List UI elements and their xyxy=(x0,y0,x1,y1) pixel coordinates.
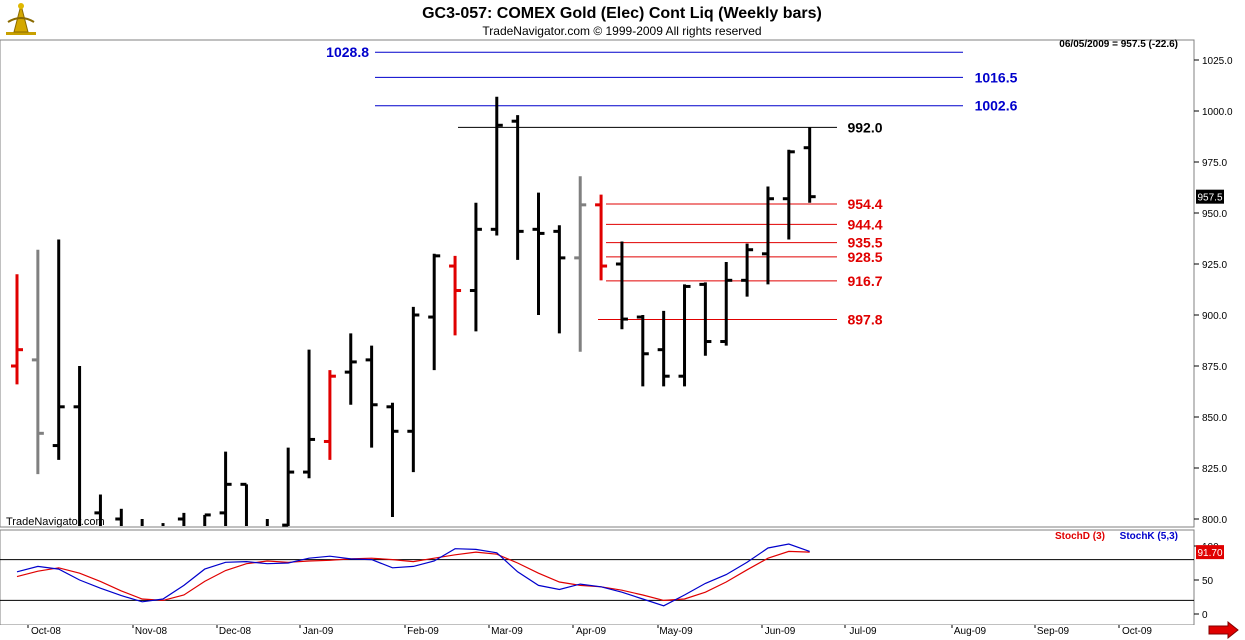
ohlc-bar xyxy=(449,255,462,336)
price-y-tick-label: 825.0 xyxy=(1202,464,1227,475)
price-y-tick-label: 975.0 xyxy=(1202,158,1227,169)
ohlc-bar xyxy=(323,370,336,460)
ohlc-bar xyxy=(678,284,691,387)
ohlc-bar xyxy=(741,243,754,297)
trade-navigator-logo-icon xyxy=(6,3,36,35)
ohlc-bar xyxy=(386,402,399,517)
price-y-axis: 1025.0 1000.0 975.0 950.0 925.0 900.0 875.0 850… xyxy=(1194,56,1233,526)
ohlc-bars xyxy=(11,96,816,527)
price-y-tick-label: 900.0 xyxy=(1202,311,1227,322)
support-resistance-levels: 1028.8 1016.5 1002.6 992.0 954.4 944.4 935.592… xyxy=(326,44,1017,327)
stoch-last-label: 91.70 xyxy=(1197,548,1222,559)
ohlc-bar xyxy=(177,512,186,526)
stochd-legend: StochD (3) xyxy=(1055,531,1105,542)
x-axis-tick-label: Jun-09 xyxy=(765,626,796,637)
scroll-right-arrow-icon[interactable] xyxy=(1208,620,1239,640)
stochk-legend: StochK (5,3) xyxy=(1120,531,1178,542)
watermark-label: TradeNavigator.com xyxy=(6,516,105,528)
level-label: 954.4 xyxy=(847,196,882,212)
ohlc-bar xyxy=(31,249,44,475)
price-y-tick-label: 800.0 xyxy=(1202,515,1227,526)
ohlc-bar xyxy=(803,127,816,203)
price-y-tick-label: 875.0 xyxy=(1202,362,1227,373)
price-plot-frame xyxy=(0,39,1195,528)
level-label: 916.7 xyxy=(847,273,882,289)
x-axis-tick-label: Aug-09 xyxy=(954,626,987,637)
level-label: 928.5 xyxy=(847,249,882,265)
ohlc-bar xyxy=(511,115,524,260)
x-axis-tick-label: Oct-08 xyxy=(31,626,61,637)
ohlc-bar xyxy=(282,447,295,527)
price-y-tick-label: 925.0 xyxy=(1202,260,1227,271)
ohlc-bar xyxy=(94,494,102,526)
ohlc-bar xyxy=(761,186,774,285)
stochk-line xyxy=(16,543,810,607)
ohlc-bar xyxy=(490,96,503,236)
ohlc-bar xyxy=(532,192,545,315)
ohlc-bar xyxy=(720,261,733,346)
level-label: 944.4 xyxy=(847,216,882,232)
stoch-plot-frame xyxy=(0,529,1195,626)
ohlc-bar xyxy=(615,241,628,330)
ohlc-bar xyxy=(428,253,441,371)
stochastic-lines xyxy=(16,543,810,607)
x-axis-tick-label: May-09 xyxy=(659,626,693,637)
ohlc-bar xyxy=(73,366,82,526)
level-label: 992.0 xyxy=(847,119,882,135)
x-axis-tick-label: Mar-09 xyxy=(491,626,523,637)
price-y-tick-label: 1000.0 xyxy=(1202,107,1233,118)
x-axis-tick-label: Apr-09 xyxy=(576,626,606,637)
ohlc-bar xyxy=(469,202,482,332)
price-y-tick-label: 950.0 xyxy=(1202,209,1227,220)
x-axis: Oct-08 Nov-08 Dec-08 Jan-09 Feb-09 Mar-09 Apr-… xyxy=(27,625,1152,637)
ohlc-bar xyxy=(699,282,712,356)
stoch-y-axis: 10050091.70 xyxy=(0,542,1224,621)
ohlc-bar xyxy=(782,149,795,240)
level-label: 1028.8 xyxy=(326,44,369,60)
level-label: 1002.6 xyxy=(975,98,1018,114)
ohlc-bar xyxy=(574,176,587,352)
stoch-y-tick-label: 50 xyxy=(1202,576,1214,587)
ohlc-bar xyxy=(365,345,378,448)
last-price-info: 06/05/2009 = 957.5 (-22.6) xyxy=(1059,39,1178,50)
chart-title: GC3-057: COMEX Gold (Elec) Cont Liq (Wee… xyxy=(422,5,822,22)
x-axis-tick-label: Jul-09 xyxy=(849,626,877,637)
price-y-tick-label: 850.0 xyxy=(1202,413,1227,424)
stoch-last-marker xyxy=(1196,545,1224,560)
ohlc-bar xyxy=(203,513,211,526)
price-y-tick-label: 1025.0 xyxy=(1202,56,1233,67)
ohlc-bar xyxy=(344,333,357,405)
ohlc-bar xyxy=(240,482,248,526)
x-axis-tick-label: Jan-09 xyxy=(303,626,334,637)
ohlc-bar xyxy=(657,310,670,387)
stoch-y-tick-label: 0 xyxy=(1202,610,1208,621)
stochd-line xyxy=(16,550,810,602)
last-price-marker xyxy=(1196,189,1224,204)
ohlc-bar xyxy=(636,315,649,387)
ohlc-bar xyxy=(52,239,65,460)
level-label: 935.5 xyxy=(847,235,882,251)
ohlc-bar xyxy=(595,194,608,281)
ohlc-bar xyxy=(219,451,232,526)
level-label: 897.8 xyxy=(847,311,882,327)
x-axis-strip xyxy=(0,625,1245,640)
x-axis-tick-label: Nov-08 xyxy=(135,626,168,637)
ohlc-bar xyxy=(11,274,23,385)
ohlc-bar xyxy=(553,225,566,334)
ohlc-bar xyxy=(303,349,316,479)
x-axis-tick-label: Dec-08 xyxy=(219,626,252,637)
x-axis-tick-label: Sep-09 xyxy=(1037,626,1070,637)
ohlc-bar xyxy=(115,508,123,526)
x-axis-tick-label: Feb-09 xyxy=(407,626,439,637)
copyright-subtitle: TradeNavigator.com © 1999-2009 All right… xyxy=(482,24,761,38)
last-price-label: 957.5 xyxy=(1197,193,1222,204)
ohlc-bar xyxy=(407,306,420,473)
level-label: 1016.5 xyxy=(975,69,1018,85)
x-axis-tick-label: Oct-09 xyxy=(1122,626,1152,637)
